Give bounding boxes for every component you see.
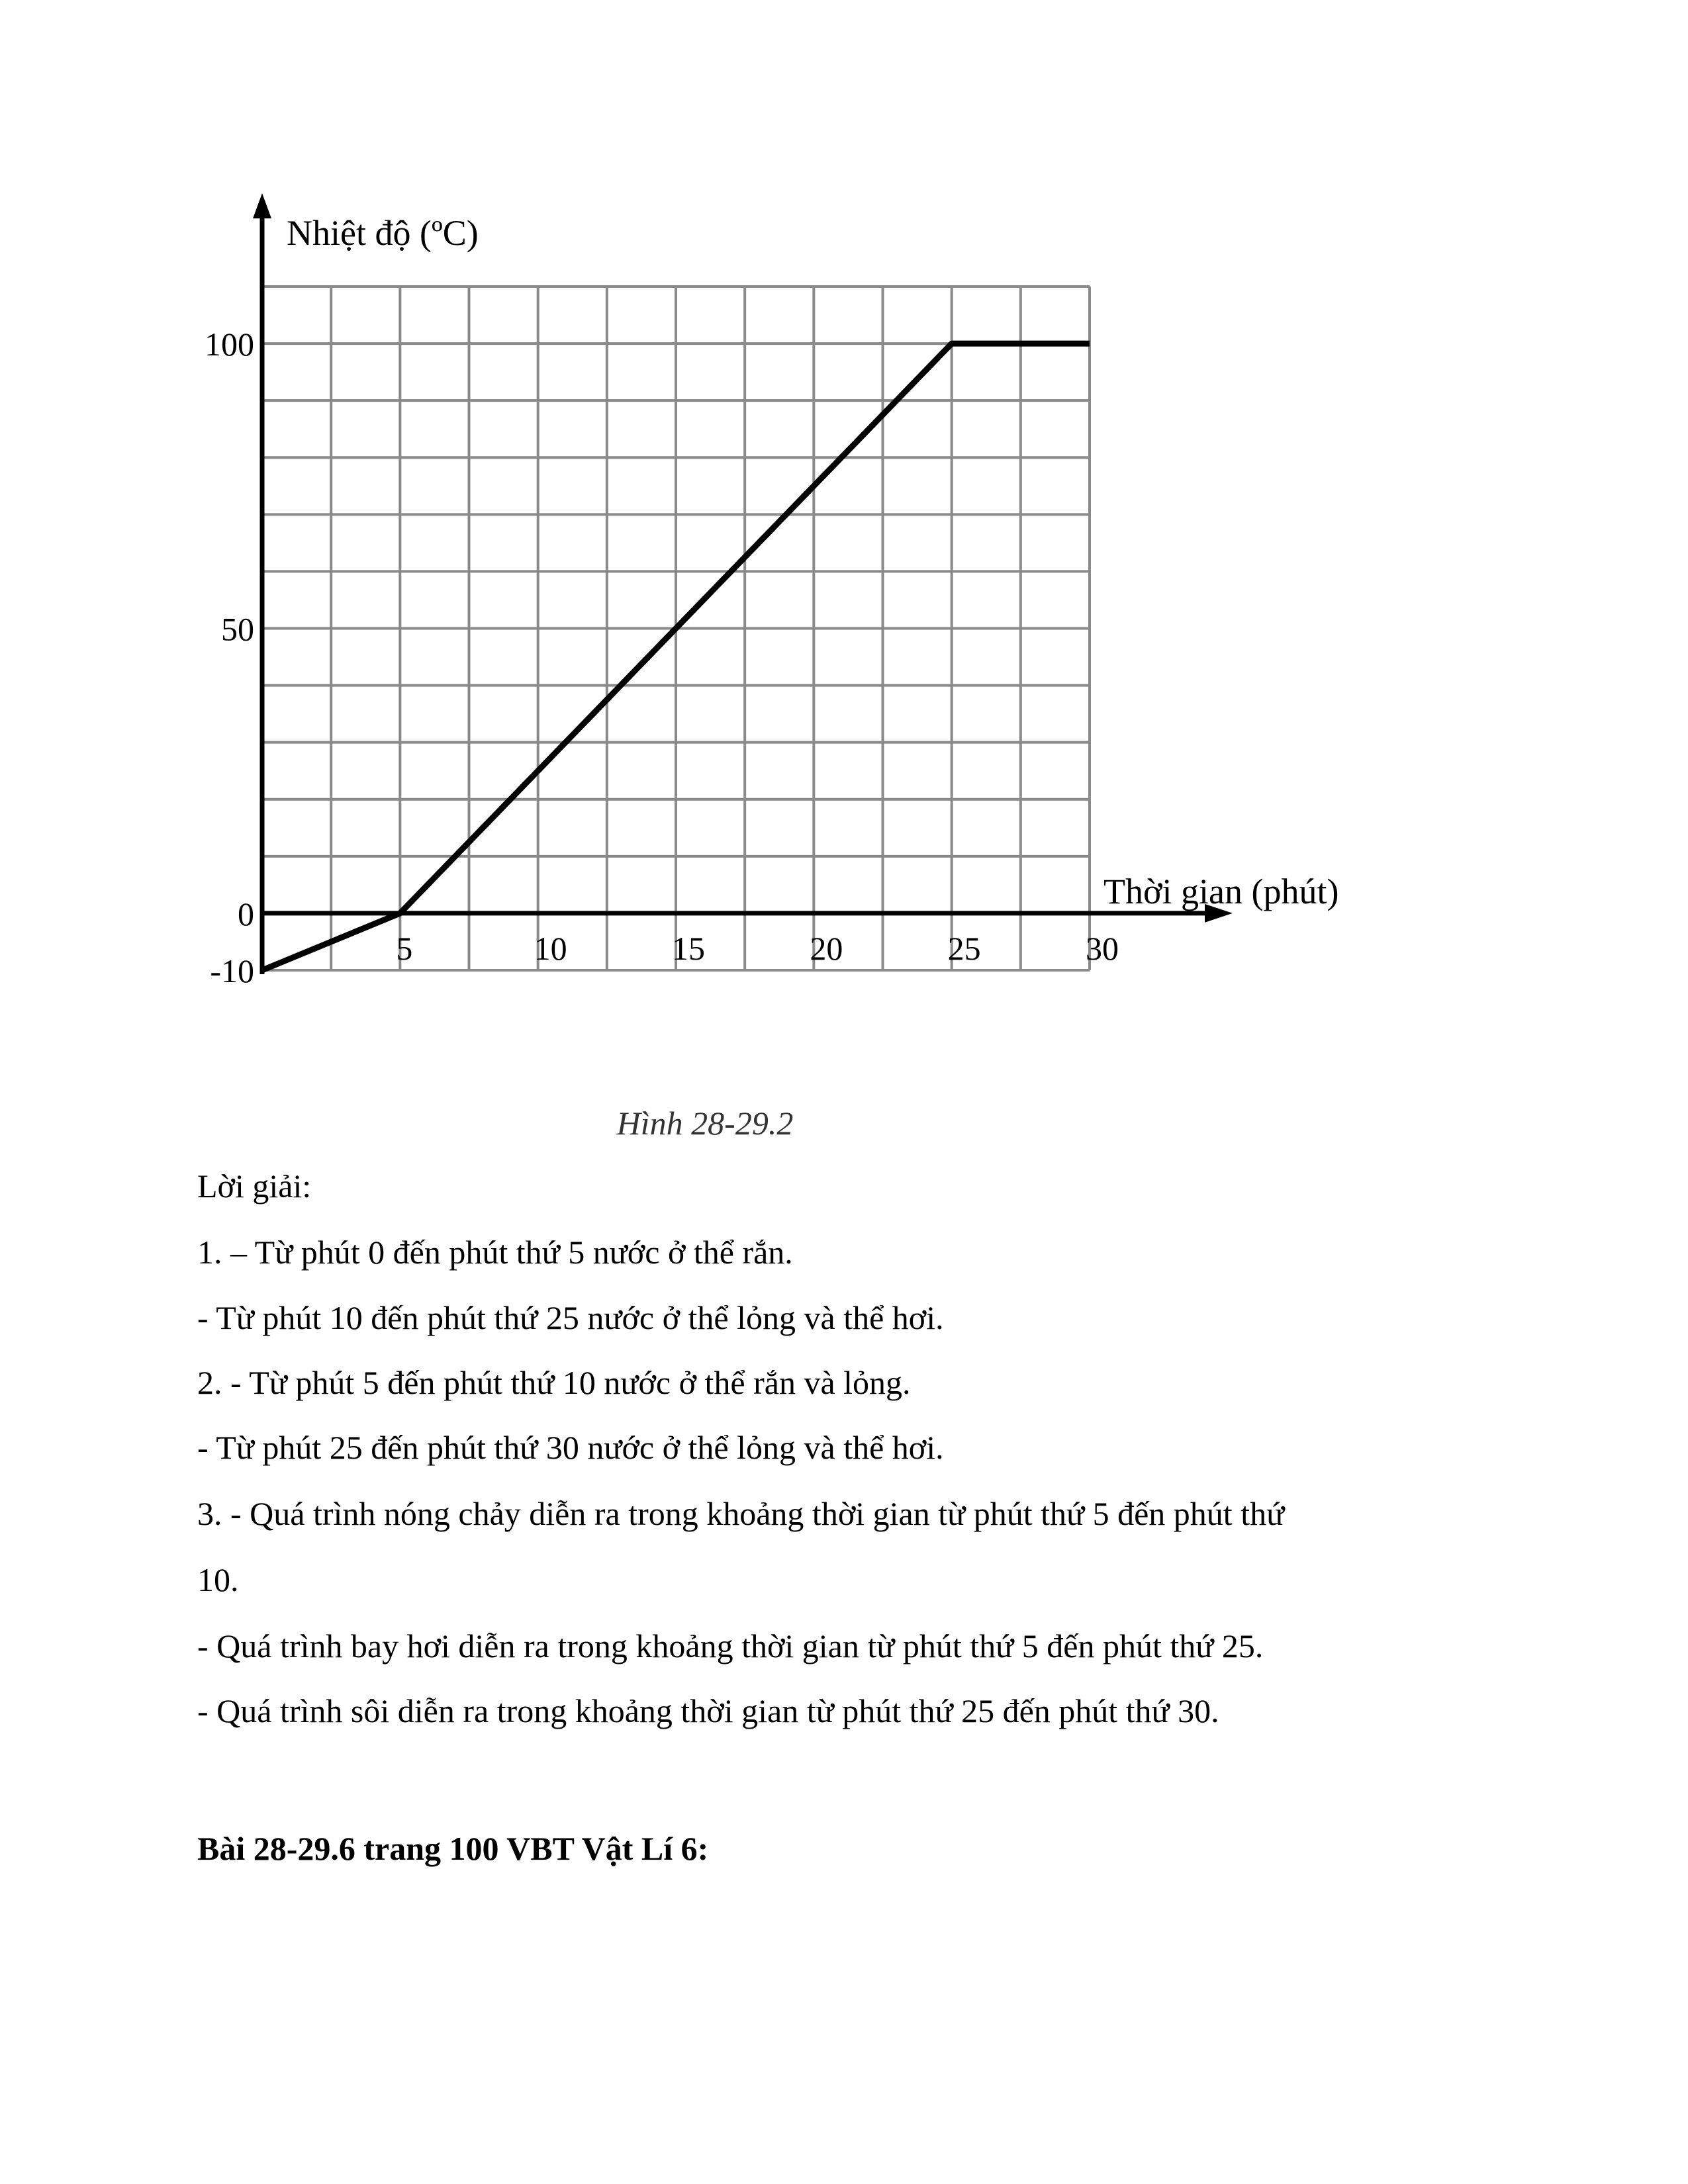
x-tick-label: 20 [810, 930, 843, 967]
x-tick-label: 30 [1086, 930, 1119, 967]
x-tick-label: 15 [672, 930, 705, 967]
series [261, 340, 1090, 974]
x-tick-label: 25 [948, 930, 981, 967]
solution-line: - Từ phút 10 đến phút thứ 25 nước ở thể … [197, 1299, 944, 1336]
exercise-heading: Bài 28-29.6 trang 100 VBT Vật Lí 6: [197, 1830, 709, 1867]
x-axis-label: Thời gian (phút) [1103, 872, 1338, 911]
solution-title: Lời giải: [197, 1167, 312, 1205]
x-axis-arrow-icon [1205, 903, 1233, 923]
solution-line: - Từ phút 25 đến phút thứ 30 nước ở thể … [197, 1429, 944, 1466]
solution-line: - Quá trình bay hơi diễn ra trong khoảng… [197, 1627, 1264, 1664]
temperature-line [261, 340, 1090, 974]
solution-line: 10. [197, 1561, 239, 1598]
grid [261, 285, 1091, 972]
y-axis-arrow-icon [253, 193, 271, 218]
y-tick-label: -10 [210, 952, 254, 989]
solution-line: 2. - Từ phút 5 đến phút thứ 10 nước ở th… [197, 1364, 911, 1401]
tick-labels: 5 10 15 20 25 30 -10 0 50 100 [205, 326, 1119, 989]
temperature-time-chart: 5 10 15 20 25 30 -10 0 50 100 Nhiệt độ (ºC) Thời … [205, 193, 1338, 989]
solution-line: 1. – Từ phút 0 đến phút thứ 5 nước ở thể… [197, 1234, 793, 1271]
solution-line: 3. - Quá trình nóng chảy diễn ra trong k… [197, 1495, 1285, 1532]
y-tick-label: 100 [205, 326, 254, 363]
y-tick-label: 50 [221, 611, 254, 648]
x-tick-label: 10 [534, 930, 567, 967]
x-tick-label: 5 [396, 930, 412, 967]
figure-caption: Hình 28-29.2 [616, 1105, 794, 1142]
y-axis-label: Nhiệt độ (ºC) [287, 213, 479, 253]
y-tick-label: 0 [238, 895, 254, 933]
solution-line: - Quá trình sôi diễn ra trong khoảng thờ… [197, 1692, 1219, 1729]
axes [253, 193, 1233, 974]
